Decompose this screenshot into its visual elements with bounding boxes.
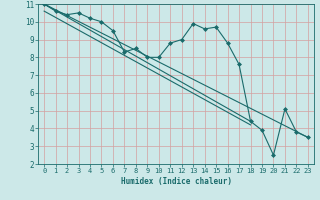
X-axis label: Humidex (Indice chaleur): Humidex (Indice chaleur)	[121, 177, 231, 186]
